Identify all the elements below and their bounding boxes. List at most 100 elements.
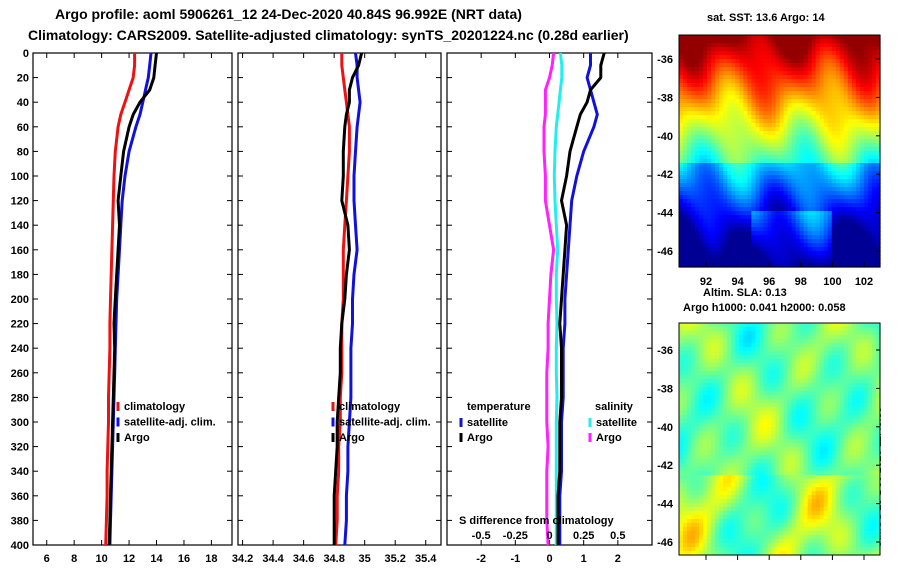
map-cell (775, 463, 781, 468)
map-cell (683, 195, 688, 200)
map-cell (743, 355, 748, 360)
map-cell (739, 331, 744, 336)
map-cell (731, 447, 736, 452)
map-cell (819, 255, 825, 260)
x2-tick-label: 0 (546, 530, 552, 542)
map-cell (787, 259, 793, 264)
map-cell (755, 111, 760, 116)
map-cell (739, 119, 744, 124)
map-cell (787, 195, 793, 200)
map-cell (819, 447, 825, 452)
map-cell (751, 359, 756, 364)
map-cell (687, 131, 692, 136)
map-cell (759, 39, 765, 44)
map-cell (755, 403, 760, 408)
map-cell (863, 447, 869, 452)
map-cell (831, 395, 837, 400)
map-cell (823, 247, 829, 252)
map-cell (827, 339, 833, 344)
map-cell (803, 195, 809, 200)
map-cell (743, 347, 748, 352)
map-cell (771, 71, 777, 76)
map-cell (867, 411, 873, 416)
map-cell (775, 87, 781, 92)
map-cell (759, 203, 765, 208)
map-cell (755, 407, 760, 412)
map-cell (683, 151, 688, 156)
map-cell (867, 231, 873, 236)
map-cell (819, 419, 825, 424)
map-cell (731, 163, 736, 168)
map-cell (855, 447, 861, 452)
map-cell (755, 179, 760, 184)
map-cell (803, 259, 809, 264)
map-cell (807, 335, 813, 340)
map-cell (691, 415, 696, 420)
map-cell (775, 239, 781, 244)
map-cell (743, 435, 748, 440)
map-cell (703, 375, 708, 380)
map-cell (755, 263, 760, 268)
map-cell (835, 239, 841, 244)
map-cell (839, 63, 845, 68)
map-cell (807, 459, 813, 464)
map-cell (731, 443, 736, 448)
map-cell (755, 143, 760, 148)
map-cell (855, 51, 861, 56)
map-cell (691, 83, 696, 88)
map-cell (863, 67, 869, 72)
y-tick-label: 400 (11, 540, 29, 552)
map-cell (779, 331, 785, 336)
map-cell (691, 191, 696, 196)
map-cell (839, 375, 845, 380)
map-cell (839, 463, 845, 468)
map-cell (799, 415, 805, 420)
map-cell (863, 395, 869, 400)
map-cell (711, 443, 716, 448)
map-cell (851, 211, 857, 216)
map-cell (727, 179, 732, 184)
map-cell (783, 367, 789, 372)
map-cell (707, 411, 712, 416)
map-cell (683, 179, 688, 184)
map-cell (679, 139, 684, 144)
map-cell (783, 139, 789, 144)
map-cell (827, 359, 833, 364)
map-cell (871, 323, 877, 328)
map-cell (835, 171, 841, 176)
map-cell (831, 79, 837, 84)
map-cell (719, 107, 724, 112)
map-cell (711, 47, 716, 52)
map-cell (799, 403, 805, 408)
map-cell (755, 103, 760, 108)
map-cell (731, 243, 736, 248)
map-cell (859, 331, 865, 336)
map-cell (835, 163, 841, 168)
map-cell (835, 363, 841, 368)
map-cell (835, 435, 841, 440)
map-cell (715, 227, 720, 232)
map-cell (715, 363, 720, 368)
map-cell (703, 227, 708, 232)
map-cell (735, 395, 740, 400)
map-cell (859, 359, 865, 364)
map-cell (795, 435, 801, 440)
map-cell (707, 83, 712, 88)
map-cell (799, 175, 805, 180)
map-cell (803, 91, 809, 96)
map-cell (847, 355, 853, 360)
map-cell (807, 199, 813, 204)
map-cell (815, 323, 821, 328)
map-cell (807, 375, 813, 380)
map-cell (803, 415, 809, 420)
map-cell (743, 219, 748, 224)
map-cell (863, 431, 869, 436)
map-cell (743, 263, 748, 268)
map-cell (707, 219, 712, 224)
map-cell (763, 119, 769, 124)
map-cell (755, 51, 760, 56)
map-cell (819, 63, 825, 68)
map-cell (711, 407, 716, 412)
map-cell (703, 179, 708, 184)
map-cell (715, 191, 720, 196)
